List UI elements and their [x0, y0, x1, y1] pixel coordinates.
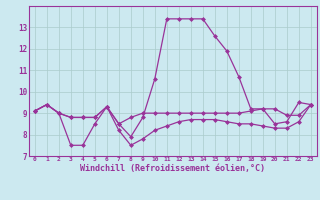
X-axis label: Windchill (Refroidissement éolien,°C): Windchill (Refroidissement éolien,°C): [80, 164, 265, 173]
